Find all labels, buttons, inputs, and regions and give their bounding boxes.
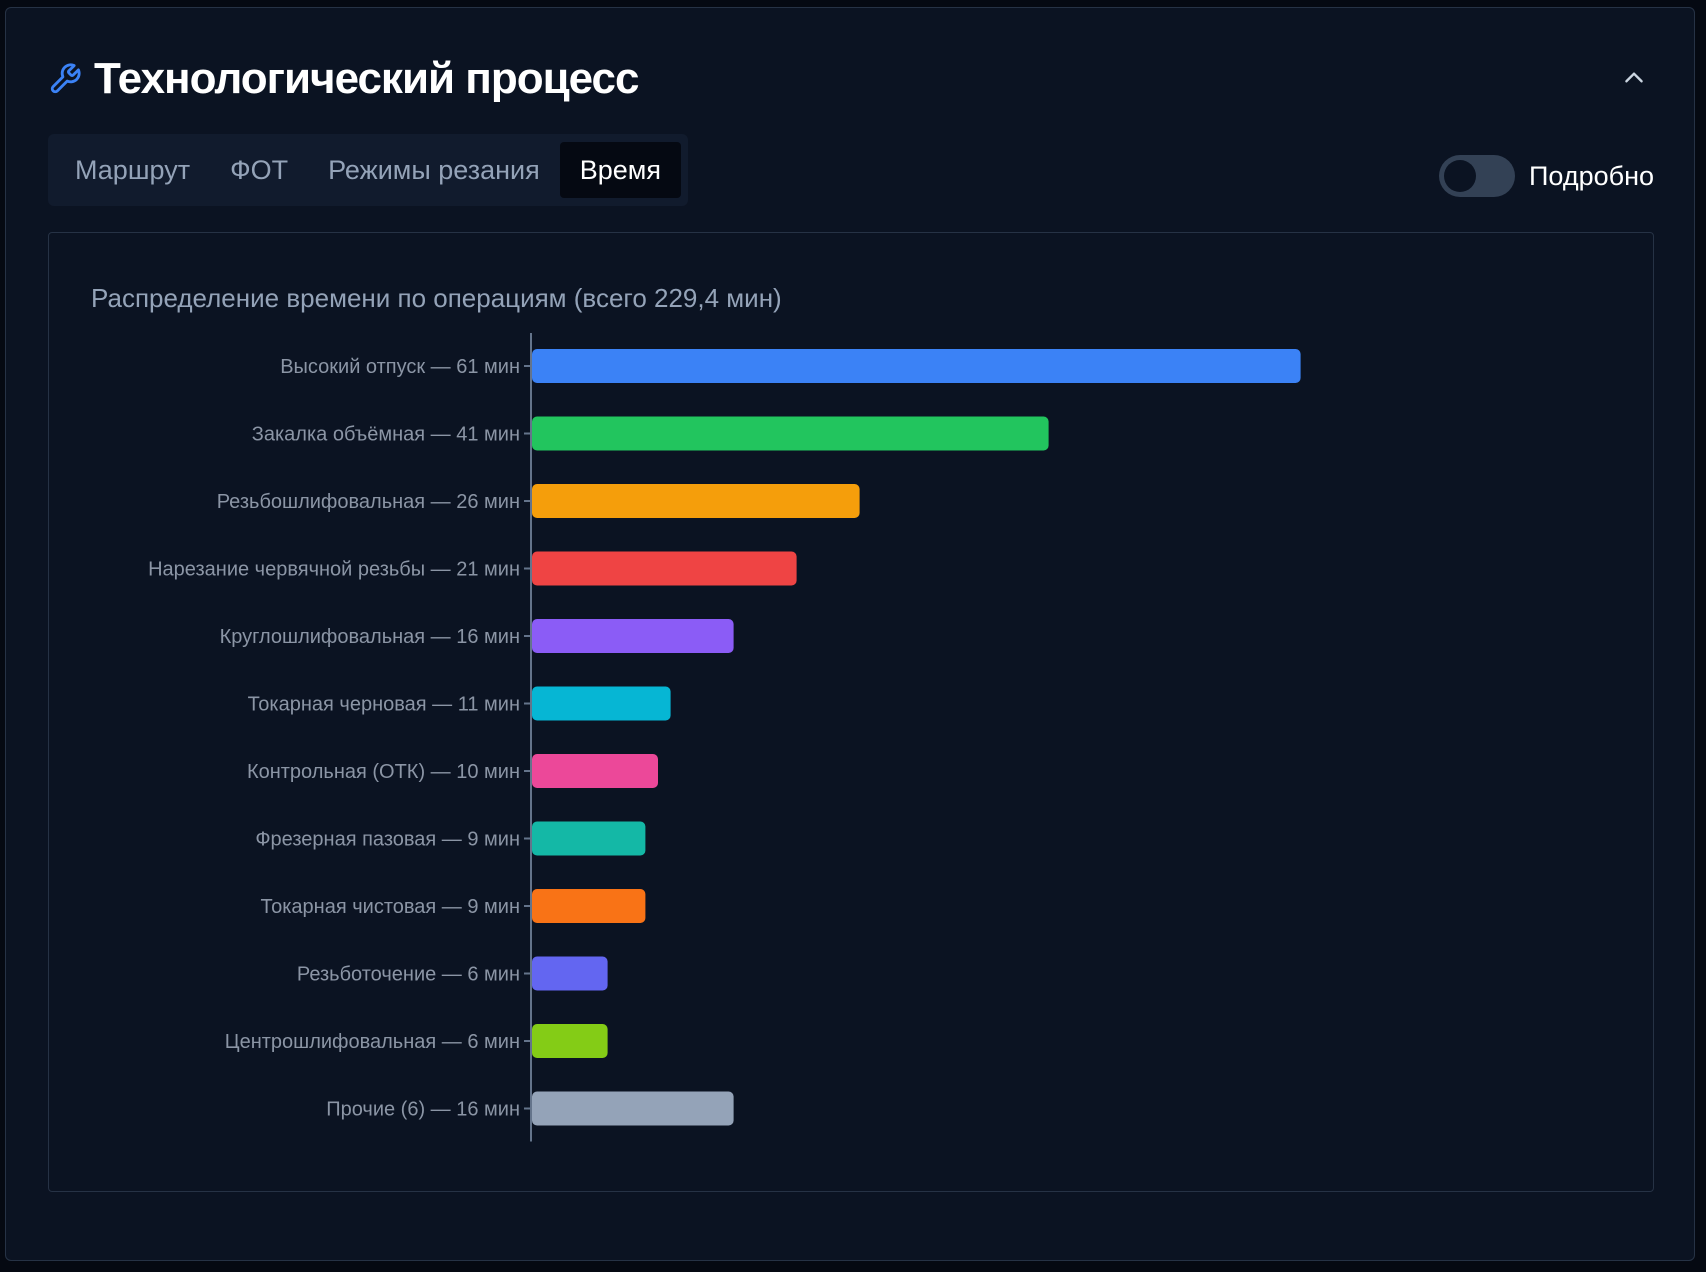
wrench-icon (48, 62, 82, 96)
bar[interactable] (532, 349, 1301, 383)
bar-label: Резьбошлифовальная — 26 мин (217, 491, 520, 513)
time-distribution-chart: Высокий отпуск — 61 мин Закалка объёмная … (148, 333, 1301, 1142)
tab-bar: Маршрут ФОТ Режимы резания Время (48, 134, 688, 206)
bar-label: Круглошлифовальная — 16 мин (220, 626, 520, 648)
bar-label: Токарная черновая — 11 мин (248, 694, 520, 716)
bar-label: Контрольная (ОТК) — 10 мин (247, 761, 520, 783)
chevron-up-icon (1625, 72, 1643, 83)
bar[interactable] (532, 484, 860, 518)
bar[interactable] (532, 416, 1049, 451)
bar-label: Прочие (6) — 16 мин (326, 1099, 520, 1121)
bar[interactable] (532, 754, 658, 788)
bar[interactable] (532, 1091, 734, 1126)
bar-label: Закалка объёмная — 41 мин (252, 424, 520, 446)
panel-header: Технологический процесс (48, 46, 639, 112)
bar[interactable] (532, 619, 734, 653)
details-toggle[interactable] (1438, 155, 1515, 197)
chart-title: Распределение времени по операциям (всег… (91, 283, 782, 313)
tab-time[interactable]: Время (559, 142, 681, 198)
chart-card: Распределение времени по операциям (всег… (48, 232, 1654, 1192)
details-toggle-label: Подробно (1528, 160, 1654, 191)
bar-label: Нарезание червячной резьбы — 21 мин (148, 559, 520, 581)
details-toggle-group: Подробно (1438, 154, 1654, 198)
bar-label: Резьботочение — 6 мин (297, 964, 520, 986)
bar[interactable] (532, 686, 671, 721)
bar-label: Фрезерная пазовая — 9 мин (255, 829, 520, 851)
bar-label: Высокий отпуск — 61 мин (280, 356, 520, 378)
tab-payroll[interactable]: ФОТ (230, 154, 289, 185)
toggle-knob (1443, 160, 1476, 192)
tech-process-panel: Технологический процесс Маршрут ФОТ Режи… (5, 7, 1695, 1261)
bar-label: Центрошлифовальная — 6 мин (225, 1031, 520, 1053)
bar[interactable] (532, 956, 608, 991)
tab-route[interactable]: Маршрут (75, 154, 191, 185)
bar-label: Токарная чистовая — 9 мин (260, 896, 520, 918)
bar[interactable] (532, 821, 646, 856)
tab-cutting-modes[interactable]: Режимы резания (328, 154, 540, 185)
bar[interactable] (532, 1024, 608, 1058)
collapse-button[interactable] (1614, 58, 1654, 98)
panel-title: Технологический процесс (94, 54, 639, 103)
bar[interactable] (532, 889, 646, 923)
bar[interactable] (532, 551, 797, 586)
